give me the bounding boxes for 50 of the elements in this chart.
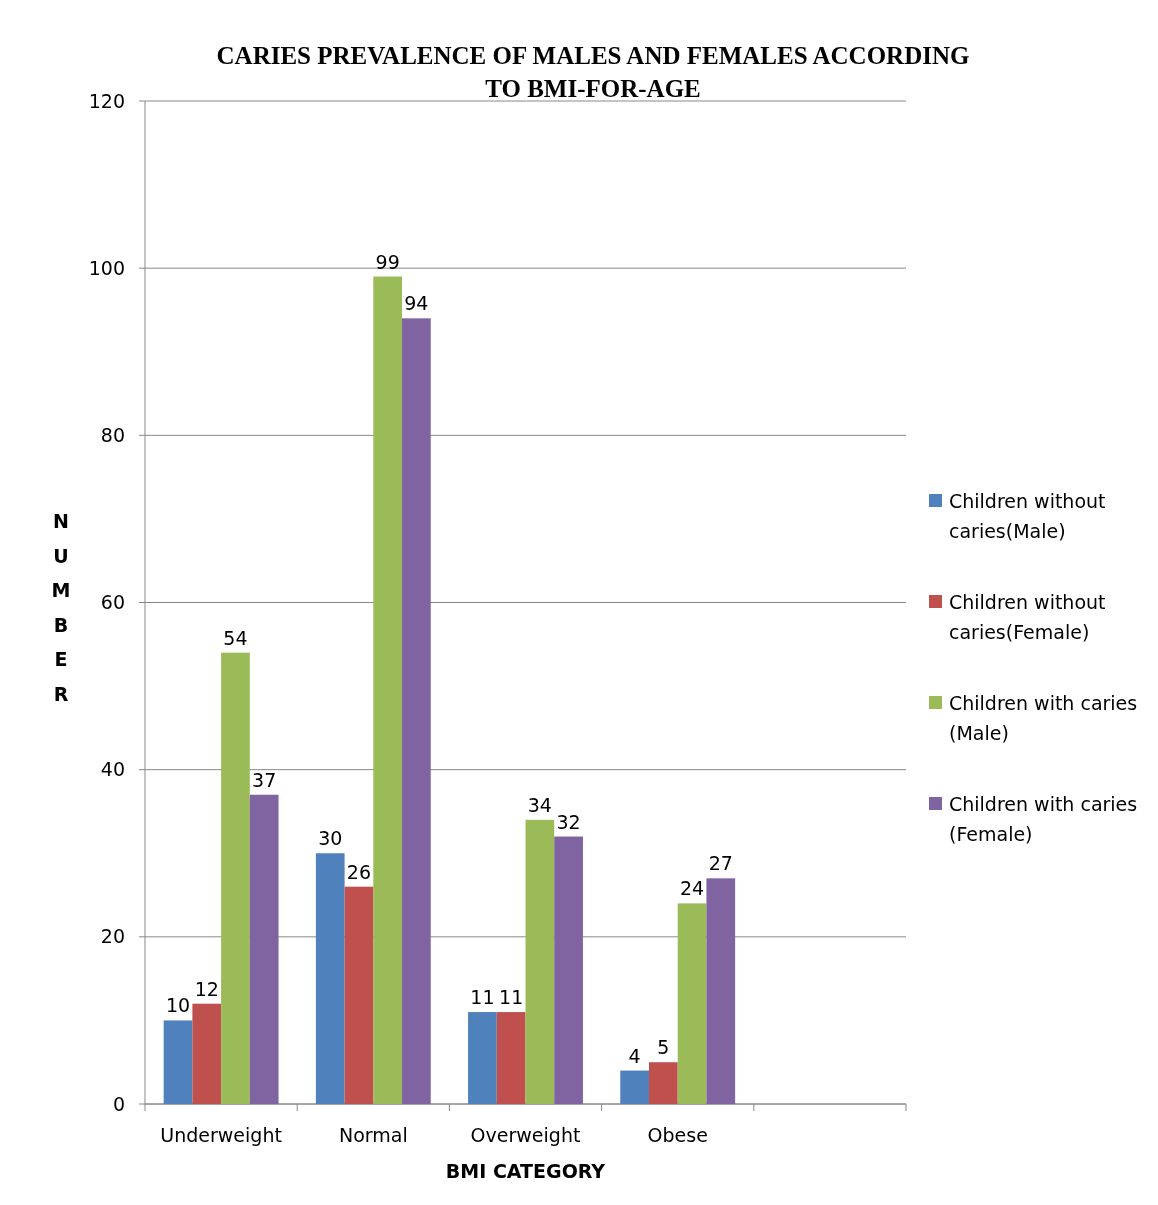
data-label: 32 [556, 810, 581, 833]
bar [344, 886, 374, 1104]
y-tick-label: 120 [88, 89, 125, 112]
y-tick-label: 80 [100, 423, 125, 446]
bar [221, 652, 250, 1104]
bar [402, 318, 431, 1104]
bar [554, 836, 583, 1104]
x-tick-label: Underweight [160, 1124, 282, 1146]
bar [648, 1062, 678, 1104]
data-label: 94 [404, 292, 429, 315]
y-tick-label: 0 [112, 1092, 125, 1115]
y-tick-label: 40 [100, 758, 125, 781]
bar [468, 1012, 497, 1104]
x-tick-label: Obese [647, 1124, 708, 1146]
legend-label: Children without caries(Female) [949, 590, 1106, 643]
chart-title: CARIES PREVALENCE OF MALES AND FEMALES ACCORDING TO BMI-FOR-AGE [216, 42, 970, 102]
x-axis-title: BMI CATEGORY [445, 1160, 606, 1182]
bar [163, 1020, 193, 1104]
y-tick-label: 100 [88, 256, 125, 279]
data-label: 30 [318, 827, 343, 850]
data-label: 5 [657, 1036, 670, 1059]
data-label: 34 [527, 793, 552, 816]
data-label: 27 [708, 852, 733, 875]
y-axis-title: NUMBER [51, 510, 71, 705]
x-tick-label: Normal [338, 1124, 408, 1146]
data-label: 4 [628, 1044, 641, 1067]
y-tick-label: 60 [100, 591, 125, 614]
bar [249, 794, 279, 1104]
data-label: 12 [194, 977, 219, 1000]
legend-label: Children with caries (Male) [949, 691, 1138, 744]
x-tick-label: Overweight [470, 1124, 581, 1146]
data-label: 11 [499, 986, 524, 1009]
bar [620, 1070, 649, 1104]
bar [315, 853, 345, 1104]
bar [496, 1012, 526, 1104]
bar [373, 276, 403, 1104]
data-label: 37 [252, 768, 277, 791]
data-label: 11 [470, 986, 495, 1009]
bar [192, 1003, 222, 1104]
bar [525, 819, 555, 1104]
data-label: 54 [223, 626, 248, 649]
data-label: 26 [346, 860, 372, 883]
legend-label: Children with caries (Female) [949, 792, 1138, 845]
data-label: 99 [375, 250, 400, 273]
legend-label: Children without caries(Male) [949, 489, 1106, 542]
bar [677, 903, 707, 1104]
y-tick-label: 20 [100, 925, 125, 948]
data-label: 10 [165, 994, 191, 1017]
bar [706, 878, 736, 1104]
data-label: 24 [679, 877, 705, 900]
